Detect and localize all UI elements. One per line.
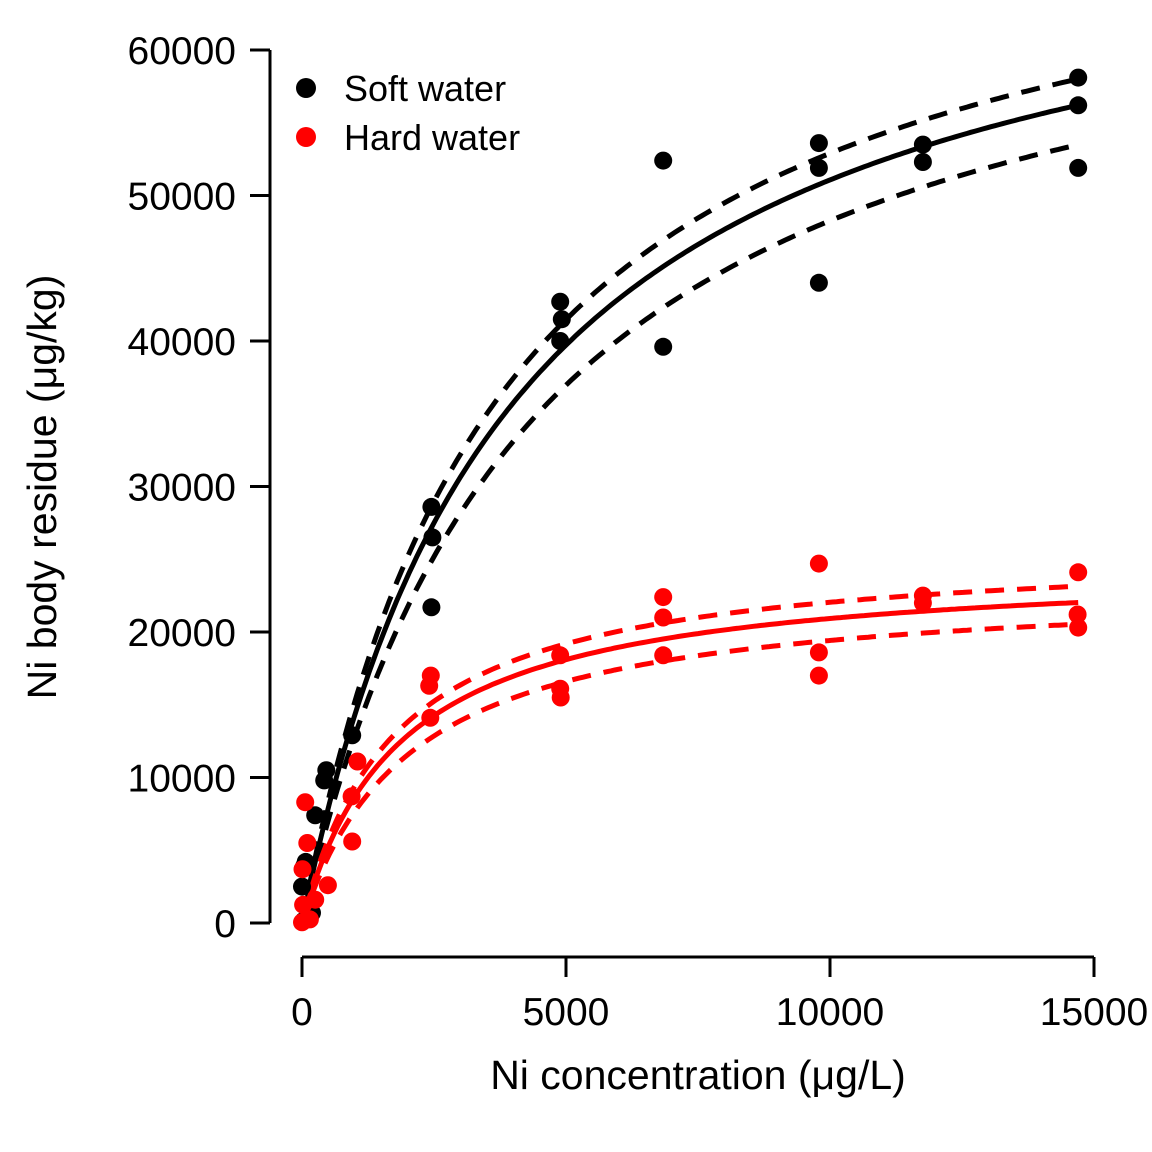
y-axis-title: Ni body residue (μg/kg) bbox=[19, 275, 65, 700]
legend-label-soft-water: Soft water bbox=[344, 68, 506, 109]
data-point-hard-water bbox=[551, 688, 570, 707]
x-axis-title: Ni concentration (μg/L) bbox=[490, 1052, 906, 1098]
legend-marker-soft-water bbox=[296, 78, 316, 98]
x-tick-label: 10000 bbox=[776, 991, 884, 1034]
data-point-hard-water bbox=[343, 832, 362, 851]
data-point-hard-water bbox=[421, 666, 440, 685]
data-point-hard-water bbox=[1069, 618, 1088, 637]
data-point-hard-water bbox=[1068, 605, 1087, 624]
data-point-hard-water bbox=[809, 554, 828, 573]
y-tick-label: 60000 bbox=[128, 30, 236, 73]
data-point-soft-water bbox=[913, 153, 932, 171]
data-point-hard-water bbox=[1069, 563, 1088, 582]
fit-curve-hard-water bbox=[299, 600, 1079, 924]
data-point-hard-water bbox=[306, 890, 325, 909]
x-tick-label: 0 bbox=[291, 991, 313, 1034]
data-point-hard-water bbox=[421, 708, 440, 727]
ci-lower-curve-soft-water bbox=[299, 142, 1079, 924]
data-point-hard-water bbox=[809, 643, 828, 662]
y-tick-label: 30000 bbox=[128, 467, 236, 510]
data-point-hard-water bbox=[318, 876, 337, 895]
data-point-soft-water bbox=[422, 598, 441, 617]
data-point-hard-water bbox=[293, 860, 312, 879]
ci-lower-curve-hard-water bbox=[299, 621, 1079, 924]
data-point-soft-water bbox=[654, 151, 673, 170]
y-tick-label: 0 bbox=[214, 903, 236, 946]
y-tick-label: 50000 bbox=[128, 176, 236, 219]
ci-upper-curve-hard-water bbox=[299, 583, 1079, 924]
data-point-hard-water bbox=[654, 588, 673, 607]
data-point-soft-water bbox=[913, 135, 932, 154]
data-point-soft-water bbox=[552, 310, 571, 329]
x-tick-label: 15000 bbox=[1040, 991, 1148, 1034]
y-tick-label: 20000 bbox=[128, 612, 236, 655]
data-point-soft-water bbox=[551, 332, 570, 350]
data-point-soft-water bbox=[1069, 68, 1088, 87]
data-point-hard-water bbox=[654, 608, 673, 627]
data-point-soft-water bbox=[654, 337, 673, 356]
data-point-hard-water bbox=[296, 793, 315, 812]
legend: Soft water Hard water bbox=[296, 68, 520, 158]
data-point-soft-water bbox=[306, 806, 325, 825]
x-axis: 0 5000 10000 15000 bbox=[291, 955, 1148, 1034]
fit-curve-soft-water bbox=[299, 102, 1079, 924]
y-tick-label: 10000 bbox=[128, 758, 236, 801]
data-points-group bbox=[293, 68, 1088, 932]
data-point-soft-water bbox=[551, 292, 570, 311]
data-point-soft-water bbox=[809, 273, 828, 292]
legend-label-hard-water: Hard water bbox=[344, 117, 520, 158]
x-tick-label: 5000 bbox=[523, 991, 610, 1034]
data-point-hard-water bbox=[551, 646, 570, 665]
fitted-curves-group bbox=[299, 76, 1079, 924]
data-point-hard-water bbox=[342, 787, 361, 806]
data-point-soft-water bbox=[293, 877, 311, 896]
data-point-soft-water bbox=[343, 726, 362, 745]
data-point-soft-water bbox=[809, 158, 828, 177]
data-point-soft-water bbox=[809, 134, 828, 153]
data-point-hard-water bbox=[300, 910, 319, 929]
data-point-hard-water bbox=[913, 593, 932, 612]
data-point-hard-water bbox=[809, 666, 828, 685]
data-point-soft-water bbox=[1069, 158, 1088, 177]
ci-upper-curve-soft-water bbox=[299, 76, 1079, 924]
data-point-hard-water bbox=[654, 646, 673, 665]
data-point-hard-water bbox=[348, 752, 367, 771]
legend-marker-hard-water bbox=[296, 127, 316, 147]
y-axis: 0 10000 20000 30000 40000 50000 60000 bbox=[128, 30, 272, 946]
data-point-soft-water bbox=[423, 528, 442, 547]
data-point-soft-water bbox=[422, 497, 441, 516]
data-point-soft-water bbox=[317, 761, 336, 780]
y-tick-label: 40000 bbox=[128, 321, 236, 364]
data-point-hard-water bbox=[298, 834, 317, 852]
data-point-soft-water bbox=[1069, 96, 1088, 115]
